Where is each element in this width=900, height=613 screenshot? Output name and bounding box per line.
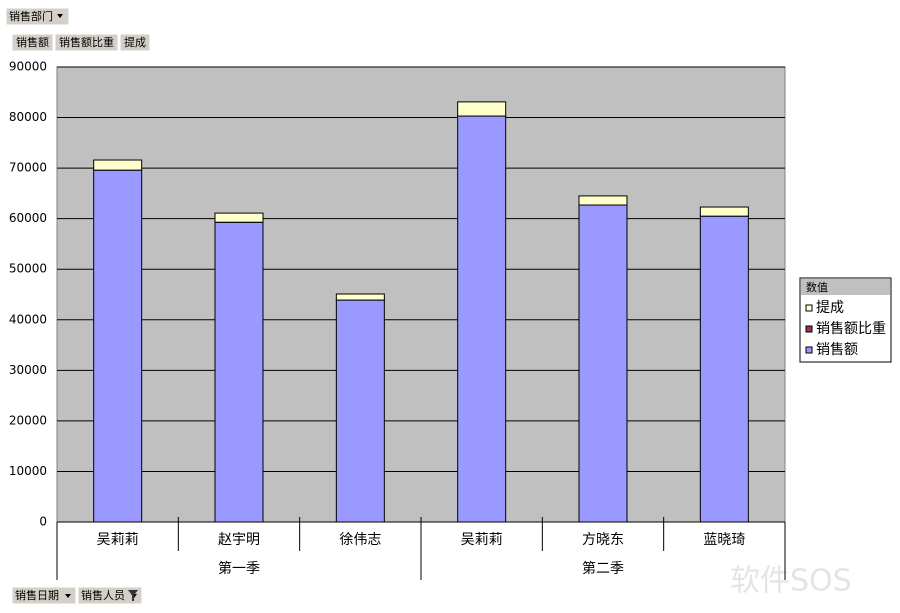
legend-swatch — [805, 304, 813, 312]
filter-icon[interactable] — [128, 590, 138, 601]
bar-segment — [93, 159, 143, 171]
y-tick-label: 10000 — [9, 464, 47, 478]
y-tick-label: 0 — [39, 515, 47, 529]
legend-header — [801, 279, 890, 295]
watermark: 软件SOS — [730, 564, 852, 599]
field-button-label: 销售部门 — [9, 9, 53, 23]
plot-area — [56, 66, 786, 523]
bar-segment — [214, 221, 264, 523]
legend-label: 销售额比重 — [816, 321, 886, 337]
legend-swatch — [805, 325, 813, 333]
bar-segment — [699, 215, 749, 523]
data-field-button[interactable] — [54, 33, 119, 52]
dropdown-arrow[interactable] — [65, 594, 71, 598]
row-field-label: 销售人员 — [81, 588, 125, 602]
x-tick-label: 蓝晓琦 — [703, 532, 745, 548]
y-tick-label: 60000 — [9, 211, 47, 225]
y-tick-label: 70000 — [9, 161, 47, 175]
y-tick-label: 90000 — [9, 60, 47, 74]
legend-label: 销售额 — [816, 342, 858, 358]
bar-segment — [214, 212, 264, 223]
bar-segment — [93, 169, 143, 523]
data-field-button[interactable] — [11, 33, 54, 52]
group-label: 第二季 — [582, 560, 624, 577]
bar-segment — [335, 299, 385, 523]
bar-segment — [457, 101, 507, 117]
y-tick-label: 30000 — [9, 363, 47, 377]
legend-title: 数值 — [806, 281, 828, 294]
data-field-label: 提成 — [124, 36, 146, 49]
legend-swatch — [805, 346, 813, 354]
y-tick-label: 50000 — [9, 262, 47, 276]
data-field-label: 销售额 — [16, 35, 49, 49]
bar-segment — [578, 195, 628, 206]
legend-label: 提成 — [816, 300, 844, 316]
field-button[interactable] — [5, 7, 70, 26]
group-label: 第一季 — [218, 560, 260, 577]
data-field-button[interactable] — [119, 33, 151, 52]
y-tick-label: 40000 — [9, 312, 47, 326]
row-field-button[interactable] — [77, 586, 143, 605]
row-field-label: 销售日期 — [15, 588, 59, 602]
x-tick-label: 徐伟志 — [339, 532, 381, 548]
x-tick-label: 赵宇明 — [218, 532, 260, 548]
x-tick-label: 吴莉莉 — [461, 532, 503, 548]
dropdown-arrow[interactable] — [57, 14, 63, 18]
bar-segment — [335, 293, 385, 301]
x-tick-label: 吴莉莉 — [97, 532, 139, 548]
data-field-label: 销售额比重 — [59, 35, 114, 49]
y-tick-label: 20000 — [9, 413, 47, 427]
y-tick-label: 80000 — [9, 110, 47, 124]
bar-segment — [457, 115, 507, 523]
row-field-button[interactable] — [11, 586, 77, 605]
bar-segment — [578, 204, 628, 523]
bar-segment — [699, 206, 749, 217]
x-tick-label: 方晓东 — [582, 532, 624, 548]
